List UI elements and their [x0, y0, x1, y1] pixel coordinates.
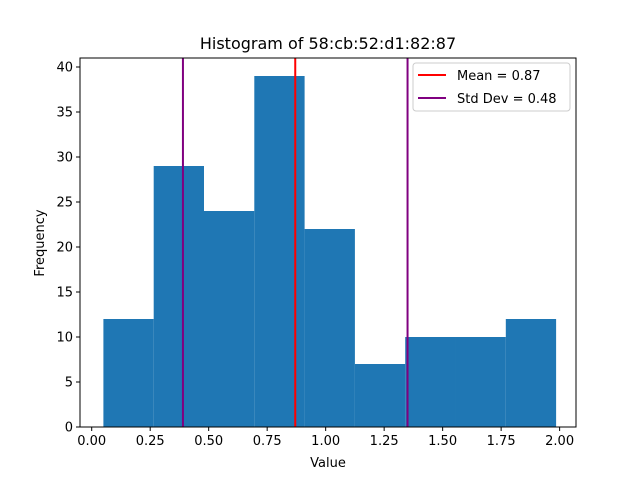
- plot-frame: [79, 57, 577, 428]
- bars-layer: [103, 76, 557, 427]
- vertical-lines-layer: [181, 58, 409, 427]
- y-axis-ticks: 0 5 10 15 20 25 30 35 40: [56, 61, 80, 436]
- x-tick-label: 2.00: [545, 434, 574, 449]
- y-tick-label: 20: [56, 241, 73, 256]
- y-tick-label: 10: [56, 331, 73, 346]
- legend: Mean = 0.87 Std Dev = 0.48: [412, 62, 571, 112]
- y-tick-label: 5: [65, 376, 73, 391]
- y-tick-label: 15: [56, 286, 73, 301]
- histogram-bar-1: [103, 319, 154, 427]
- histogram-bar-7: [405, 337, 456, 427]
- x-axis-ticks: 0.00 0.25 0.50 0.75 1.00 1.25 1.50 1.75 2.00: [77, 427, 574, 449]
- y-axis-label: Frequency: [33, 209, 48, 276]
- x-tick-label: 0.25: [136, 434, 165, 449]
- x-tick-label: 1.25: [370, 434, 399, 449]
- legend-label-std-dev: Std Dev = 0.48: [457, 92, 557, 107]
- histogram-bar-4: [254, 76, 305, 427]
- legend-box: [412, 62, 571, 112]
- chart-title: Histogram of 58:cb:52:d1:82:87: [200, 34, 456, 53]
- x-tick-label: 0.75: [253, 434, 282, 449]
- y-tick-label: 35: [56, 106, 73, 121]
- y-tick-label: 30: [56, 151, 73, 166]
- histogram-bar-9: [505, 319, 557, 427]
- x-tick-label: 0.50: [194, 434, 223, 449]
- x-axis-label: Value: [310, 456, 346, 471]
- histogram-bar-6: [354, 364, 406, 427]
- x-tick-label: 1.50: [428, 434, 457, 449]
- legend-label-mean: Mean = 0.87: [457, 69, 541, 84]
- y-tick-label: 25: [56, 196, 73, 211]
- x-tick-label: 0.00: [77, 434, 106, 449]
- x-tick-label: 1.75: [487, 434, 516, 449]
- histogram-bar-8: [455, 337, 506, 427]
- x-tick-label: 1.00: [311, 434, 340, 449]
- histogram-bar-2: [153, 166, 204, 427]
- histogram-bar-5: [304, 229, 355, 427]
- y-tick-label: 40: [56, 61, 73, 76]
- histogram-bar-3: [204, 211, 255, 427]
- y-tick-label: 0: [65, 421, 73, 436]
